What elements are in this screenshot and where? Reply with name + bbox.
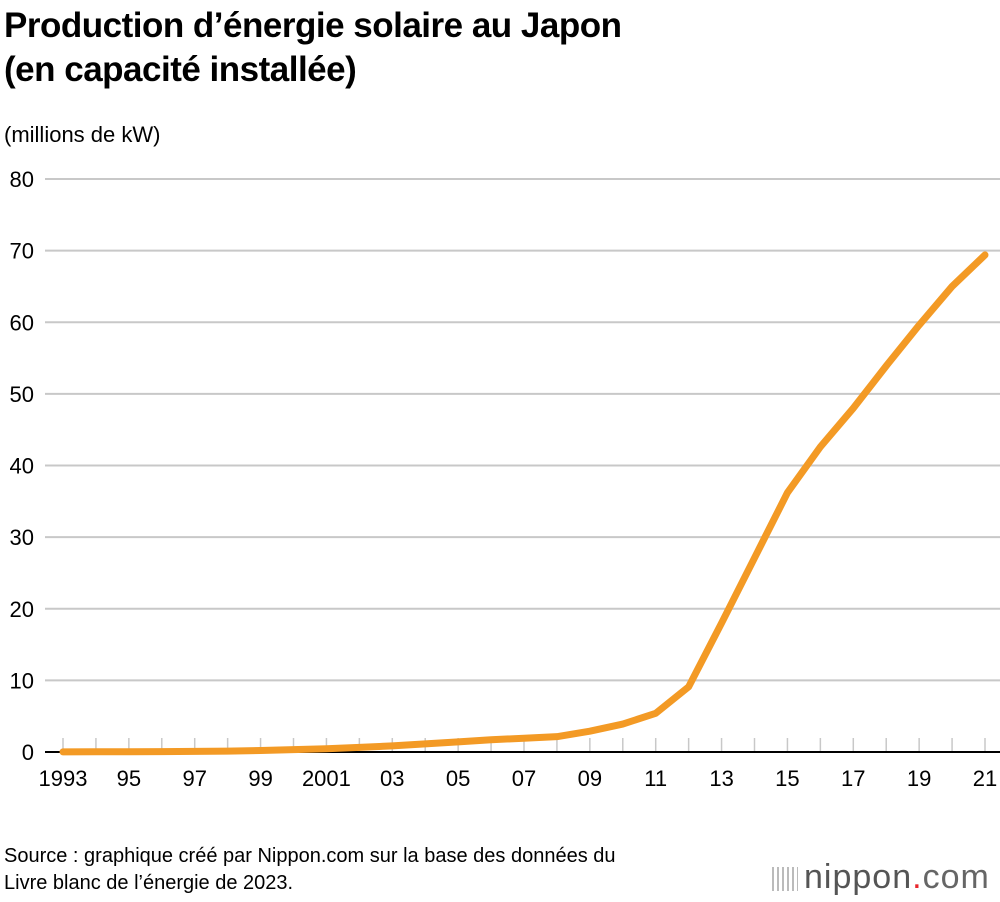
x-tick-label: 11	[644, 766, 667, 791]
x-tick-label: 19	[907, 766, 931, 791]
y-tick-label: 10	[10, 668, 34, 693]
y-axis-label: (millions de kW)	[4, 122, 161, 147]
x-tick-label: 97	[182, 766, 206, 791]
y-tick-label: 20	[10, 597, 34, 622]
chart-title: Production d’énergie solaire au Japon (en…	[4, 6, 622, 89]
x-tick-label: 95	[117, 766, 141, 791]
source-line-1: Source : graphique créé par Nippon.com s…	[4, 845, 616, 867]
y-tick-label: 40	[10, 454, 34, 479]
source-line-2: Livre blanc de l’énergie de 2023.	[4, 872, 294, 894]
y-tick-label: 0	[22, 740, 34, 765]
nippon-logo: nippon.com	[772, 858, 990, 897]
x-tick-label: 13	[709, 766, 733, 791]
x-tick-label: 03	[380, 766, 404, 791]
x-tick-label: 17	[841, 766, 865, 791]
logo-bars-icon	[772, 867, 798, 892]
x-tick-label: 15	[775, 766, 799, 791]
x-tick-label: 09	[578, 766, 602, 791]
y-tick-label: 80	[10, 167, 34, 192]
x-tick-label: 99	[248, 766, 272, 791]
x-tick-label: 21	[973, 766, 997, 791]
x-tick-label: 1993	[39, 766, 88, 791]
x-tick-label: 05	[446, 766, 470, 791]
x-tick-label: 07	[512, 766, 536, 791]
series-line	[59, 251, 989, 756]
y-tick-label: 30	[10, 525, 34, 550]
y-tick-label: 70	[10, 239, 34, 264]
y-tick-label: 60	[10, 310, 34, 335]
source-note: Source : graphique créé par Nippon.com s…	[4, 843, 616, 897]
x-tick-label: 2001	[302, 766, 351, 791]
y-tick-label: 50	[10, 382, 34, 407]
